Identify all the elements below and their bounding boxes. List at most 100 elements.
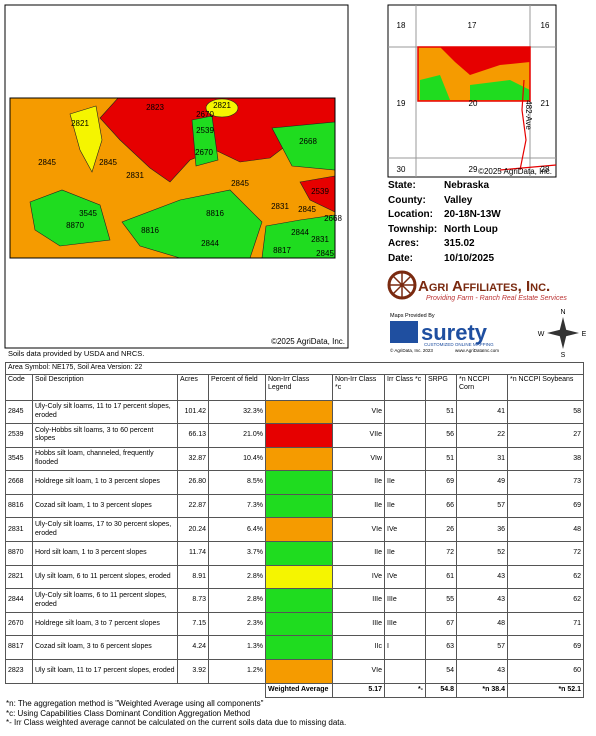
cell-srpg: 63 [425, 635, 457, 661]
cell-corn: 57 [456, 635, 508, 661]
cell-irr: IVe [384, 564, 426, 590]
cell-soy: 60 [506, 659, 585, 684]
cell-soy: 73 [506, 470, 585, 495]
blank [6, 683, 266, 697]
soil-label: 2821 [71, 119, 89, 128]
header-cell: Non-Irr Class *c [332, 373, 385, 401]
logo: Agri Affiliates, Inc. Providing Farm - R… [387, 270, 567, 302]
header-cell: Soil Description [32, 373, 178, 401]
weighted-row: Weighted Average 5.17 *- 54.8 *n 38.4 *n 52.1 [6, 682, 585, 698]
info-row: State: Nebraska [388, 179, 501, 194]
cell-percent: 2.3% [208, 611, 266, 637]
soil-label: 2539 [196, 126, 214, 135]
cell-corn: 49 [456, 470, 508, 495]
cell-percent: 8.5% [208, 470, 266, 495]
soil-row: 2845 Uly-Coly silt loams, 11 to 17 percen… [5, 399, 585, 425]
cell-corn: 43 [456, 564, 508, 590]
surety: Maps Provided By surety CUSTOMIZED ONLIN… [390, 313, 499, 353]
compass-n: N [560, 309, 565, 316]
cell-non-irr: IIe [332, 470, 385, 495]
cell-percent: 10.4% [208, 446, 266, 472]
info-label: County: [388, 194, 426, 206]
inset-label: 16 [541, 21, 550, 30]
cell-percent: 2.8% [208, 588, 266, 613]
soil-row: 2821 Uly silt loam, 6 to 11 percent slope… [5, 564, 585, 590]
cell-srpg: 69 [425, 470, 457, 495]
soil-row: 2844 Uly-Coly silt loams, 6 to 11 percent… [5, 588, 585, 613]
cell-soy: 69 [506, 635, 585, 661]
inset-label: 20 [469, 99, 478, 108]
info-block: State: Nebraska County: Valley Location: 20-1… [388, 179, 501, 266]
cell-code: 2668 [5, 470, 33, 495]
cell-corn: 41 [456, 399, 508, 425]
cell-acres: 11.74 [177, 541, 209, 566]
cell-percent: 3.7% [208, 541, 266, 566]
cell-acres: 22.87 [177, 493, 209, 519]
cell-corn: 57 [456, 493, 508, 519]
header-cell: Percent of field [208, 373, 266, 401]
logo-name: Agri Affiliates, Inc. [418, 278, 550, 295]
cell-irr: IIIe [384, 588, 426, 613]
cell-srpg: 54 [425, 659, 457, 684]
soil-label: 2670 [196, 110, 214, 119]
header-cell: Acres [177, 373, 209, 401]
cell-soy: 71 [506, 611, 585, 637]
cell-corn: 36 [456, 517, 508, 543]
legend-swatch [265, 517, 333, 543]
soil-label: 2831 [311, 235, 329, 244]
cell-acres: 3.92 [177, 659, 209, 684]
info-row: Location: 20-18N-13W [388, 208, 501, 223]
header-cell: Irr Class *c [384, 373, 426, 401]
soil-label: 2844 [291, 228, 309, 237]
inset-label: 482-Ave [524, 100, 533, 130]
cell-acres: 26.80 [177, 470, 209, 495]
cell-code: 2844 [5, 588, 33, 613]
soil-label: 8870 [66, 221, 84, 230]
cell-description: Uly-Coly silt loams, 17 to 30 percent sl… [32, 517, 178, 543]
legend-swatch [265, 470, 333, 495]
soil-label: 2539 [311, 187, 329, 196]
cell-corn: 31 [456, 446, 508, 472]
cell-irr [384, 399, 426, 425]
soil-row: 8817 Cozad silt loam, 3 to 6 percent slop… [5, 635, 585, 661]
cell-irr [384, 446, 426, 472]
legend-swatch [265, 541, 333, 566]
header-cell: *n NCCPI Corn [456, 373, 508, 401]
info-value: 315.02 [444, 238, 475, 249]
compass: N S E W [538, 309, 587, 359]
soil-row: 8816 Cozad silt loam, 1 to 3 percent slop… [5, 493, 585, 519]
legend-swatch [265, 611, 333, 637]
surety-copyright: © AgriData, Inc. 2023 [390, 347, 433, 353]
soil-label: 8816 [141, 226, 159, 235]
weighted-soy: *n 52.1 [506, 682, 585, 698]
cell-acres: 7.15 [177, 611, 209, 637]
info-value: 10/10/2025 [444, 252, 495, 264]
cell-acres: 8.73 [177, 588, 209, 613]
soil-label: 2831 [126, 171, 144, 180]
cell-code: 2831 [5, 517, 33, 543]
cell-irr [384, 423, 426, 448]
cell-acres: 101.42 [177, 399, 209, 425]
footnote: *c: Using Capabilities Class Dominant Co… [6, 708, 251, 718]
header-row: Code Soil Description Acres Percent of fiel… [5, 373, 585, 401]
info-label: Acres: [388, 238, 420, 249]
legend-swatch [265, 659, 333, 684]
cell-soy: 72 [506, 541, 585, 566]
soil-label: 2821 [213, 101, 231, 110]
cell-code: 2539 [5, 423, 33, 448]
soil-label: 3545 [79, 209, 97, 218]
cell-srpg: 66 [425, 493, 457, 519]
cell-non-irr: IIIe [332, 611, 385, 637]
cell-percent: 21.0% [208, 423, 266, 448]
cell-non-irr: IIIe [332, 588, 385, 613]
cell-srpg: 26 [425, 517, 457, 543]
cell-soy: 48 [506, 517, 585, 543]
cell-soy: 69 [506, 493, 585, 519]
provided-by: Maps Provided By [390, 313, 435, 319]
cell-corn: 43 [456, 588, 508, 613]
cell-srpg: 67 [425, 611, 457, 637]
cell-irr: IIIe [384, 611, 426, 637]
cell-code: 2670 [5, 611, 33, 637]
soil-label: 2823 [146, 103, 164, 112]
